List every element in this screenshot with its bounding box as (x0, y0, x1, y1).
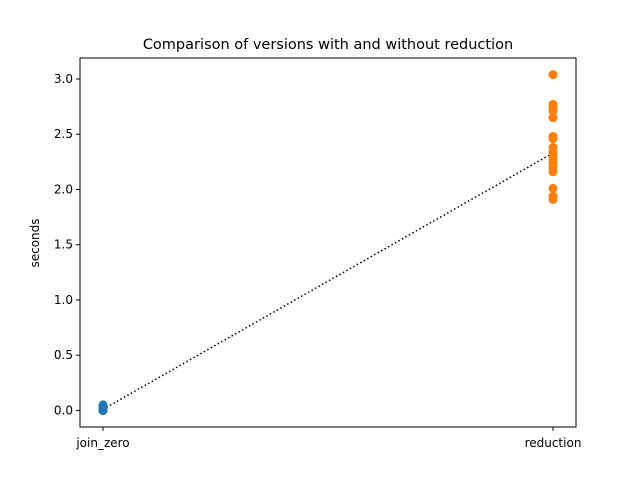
y-tick-label-3: 1.5 (54, 238, 73, 252)
data-point-reduction-14 (548, 183, 558, 193)
data-point-reduction-6 (548, 134, 558, 144)
y-tick-label-4: 2.0 (54, 182, 73, 196)
data-point-reduction-3 (548, 106, 558, 116)
y-tick-label-2: 1.0 (54, 293, 73, 307)
x-tick-label-reduction: reduction (525, 436, 582, 450)
y-tick-label-6: 3.0 (54, 72, 73, 86)
y-axis-label: seconds (28, 218, 42, 267)
axes-frame (79, 57, 577, 428)
axes: 0.0 0.5 1.0 1.5 2.0 2.5 3.0 join_zero reduction (54, 57, 582, 450)
chart-title: Comparison of versions with and without … (143, 37, 513, 53)
plot-area (98, 70, 558, 415)
x-tick-label-join_zero: join_zero (75, 436, 129, 450)
y-tick-label-5: 2.5 (54, 127, 73, 141)
data-point-join_zero-9 (98, 405, 108, 415)
y-tick-label-0: 0.0 (54, 403, 73, 417)
data-point-reduction-13 (548, 167, 558, 177)
data-point-reduction-16 (548, 194, 558, 204)
data-point-reduction-0 (548, 70, 558, 80)
data-point-reduction-4 (548, 113, 558, 123)
y-tick-label-1: 0.5 (54, 348, 73, 362)
